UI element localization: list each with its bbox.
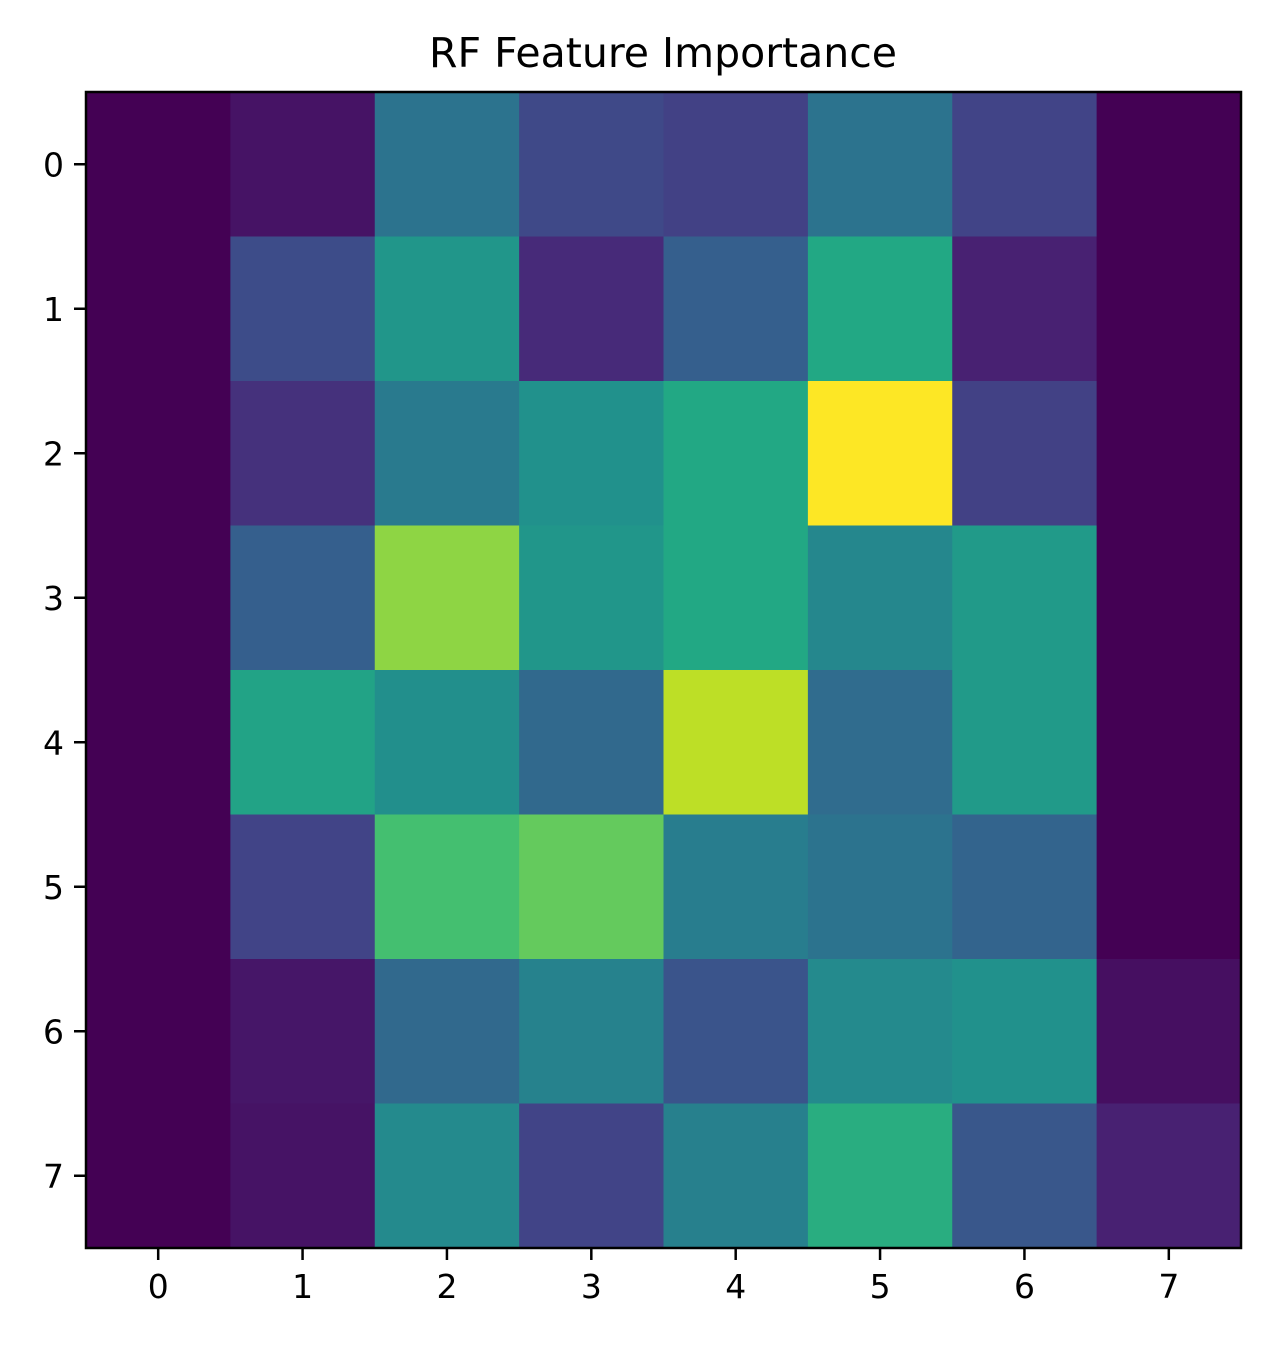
x-tick-label: 7 <box>1158 1267 1179 1306</box>
heatmap-cell-r2-c4 <box>663 381 809 527</box>
heatmap-cell-r0-c1 <box>230 92 376 238</box>
x-tick-label: 0 <box>148 1267 169 1306</box>
heatmap-cell-r1-c2 <box>374 236 520 382</box>
x-tick-label: 5 <box>870 1267 891 1306</box>
heatmap-cell-r7-c0 <box>86 1103 231 1249</box>
heatmap-cell-r5-c6 <box>952 814 1098 960</box>
heatmap-cell-r1-c1 <box>230 236 376 382</box>
heatmap-cell-r1-c7 <box>1096 236 1242 382</box>
heatmap-cell-r6-c0 <box>86 959 231 1105</box>
heatmap-cell-r3-c0 <box>86 525 231 671</box>
heatmap-cell-r5-c7 <box>1096 814 1242 960</box>
y-tick-label: 2 <box>43 434 64 473</box>
x-tick-label: 6 <box>1014 1267 1035 1306</box>
heatmap-cell-r1-c6 <box>952 236 1098 382</box>
y-axis: 0 1 2 3 4 5 6 7 <box>43 145 86 1196</box>
heatmap-cell-r4-c1 <box>230 670 376 816</box>
heatmap-cell-r3-c1 <box>230 525 376 671</box>
heatmap-cell-r4-c3 <box>519 670 665 816</box>
heatmap-cell-r4-c4 <box>663 670 809 816</box>
y-tick-label: 6 <box>43 1012 64 1051</box>
heatmap-cell-r2-c3 <box>519 381 665 527</box>
heatmap-cell-r1-c0 <box>86 236 231 382</box>
x-tick-label: 4 <box>725 1267 746 1306</box>
heatmap-cell-r2-c2 <box>374 381 520 527</box>
heatmap-cells <box>86 92 1242 1249</box>
heatmap-cell-r5-c0 <box>86 814 231 960</box>
y-tick-label: 0 <box>43 145 64 184</box>
heatmap-cell-r3-c7 <box>1096 525 1242 671</box>
heatmap-cell-r4-c6 <box>952 670 1098 816</box>
x-tick-label: 1 <box>292 1267 313 1306</box>
heatmap-cell-r2-c7 <box>1096 381 1242 527</box>
heatmap-cell-r5-c3 <box>519 814 665 960</box>
y-tick-label: 4 <box>43 723 64 762</box>
heatmap-cell-r4-c0 <box>86 670 231 816</box>
heatmap-cell-r5-c1 <box>230 814 376 960</box>
heatmap-cell-r1-c5 <box>807 236 953 382</box>
heatmap-cell-r4-c2 <box>374 670 520 816</box>
heatmap-cell-r6-c1 <box>230 959 376 1105</box>
heatmap-cell-r6-c2 <box>374 959 520 1105</box>
heatmap-cell-r3-c5 <box>807 525 953 671</box>
heatmap-cell-r5-c2 <box>374 814 520 960</box>
heatmap-cell-r6-c3 <box>519 959 665 1105</box>
heatmap-cell-r3-c4 <box>663 525 809 671</box>
heatmap-cell-r3-c6 <box>952 525 1098 671</box>
x-tick-label: 3 <box>581 1267 602 1306</box>
heatmap-cell-r0-c5 <box>807 92 953 238</box>
x-tick-label: 2 <box>436 1267 457 1306</box>
heatmap-cell-r7-c5 <box>807 1103 953 1249</box>
heatmap-cell-r4-c7 <box>1096 670 1242 816</box>
heatmap-cell-r0-c4 <box>663 92 809 238</box>
heatmap-cell-r4-c5 <box>807 670 953 816</box>
y-tick-label: 1 <box>43 290 64 329</box>
heatmap-cell-r7-c6 <box>952 1103 1098 1249</box>
heatmap-cell-r5-c5 <box>807 814 953 960</box>
y-tick-label: 3 <box>43 579 64 618</box>
heatmap-cell-r2-c1 <box>230 381 376 527</box>
heatmap-cell-r0-c7 <box>1096 92 1242 238</box>
heatmap-cell-r0-c2 <box>374 92 520 238</box>
heatmap-cell-r1-c4 <box>663 236 809 382</box>
heatmap-cell-r6-c4 <box>663 959 809 1105</box>
y-tick-label: 7 <box>43 1157 64 1196</box>
heatmap-cell-r0-c6 <box>952 92 1098 238</box>
heatmap-cell-r6-c7 <box>1096 959 1242 1105</box>
heatmap-cell-r6-c5 <box>807 959 953 1105</box>
heatmap-cell-r7-c2 <box>374 1103 520 1249</box>
heatmap-cell-r2-c6 <box>952 381 1098 527</box>
heatmap-cell-r7-c1 <box>230 1103 376 1249</box>
y-tick-label: 5 <box>43 868 64 907</box>
heatmap-cell-r3-c2 <box>374 525 520 671</box>
heatmap-cell-r2-c5 <box>807 381 953 527</box>
heatmap-cell-r7-c3 <box>519 1103 665 1249</box>
x-axis: 0 1 2 3 4 5 6 7 <box>148 1248 1179 1306</box>
heatmap-cell-r3-c3 <box>519 525 665 671</box>
heatmap-cell-r2-c0 <box>86 381 231 527</box>
heatmap-cell-r1-c3 <box>519 236 665 382</box>
heatmap-cell-r6-c6 <box>952 959 1098 1105</box>
heatmap-cell-r0-c0 <box>86 92 231 238</box>
heatmap-cell-r5-c4 <box>663 814 809 960</box>
plot-frame <box>84 90 1243 1250</box>
heatmap-cell-r7-c4 <box>663 1103 809 1249</box>
chart-title: RF Feature Importance <box>429 29 897 77</box>
heatmap-cell-r0-c3 <box>519 92 665 238</box>
heatmap-cell-r7-c7 <box>1096 1103 1242 1249</box>
